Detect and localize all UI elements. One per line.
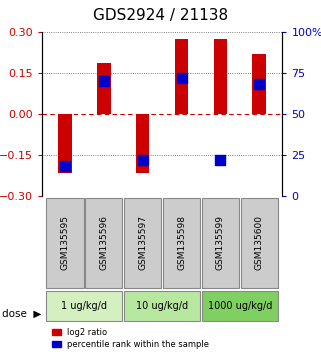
Text: 10 ug/kg/d: 10 ug/kg/d (136, 301, 188, 311)
Bar (58, 114, 72, 173)
Text: GSM135598: GSM135598 (177, 215, 186, 270)
Text: GSM135597: GSM135597 (138, 215, 147, 270)
Text: GDS2924 / 21138: GDS2924 / 21138 (93, 8, 228, 23)
Point (179, 75, 184, 81)
FancyBboxPatch shape (202, 291, 278, 321)
Bar (175, 39, 188, 114)
Text: dose  ▶: dose ▶ (2, 308, 41, 318)
Point (101, 78, 107, 84)
FancyBboxPatch shape (202, 198, 239, 288)
Text: GSM135596: GSM135596 (100, 215, 108, 270)
FancyBboxPatch shape (163, 198, 200, 288)
Text: 1000 ug/kg/d: 1000 ug/kg/d (208, 301, 272, 311)
Bar (252, 54, 266, 114)
FancyBboxPatch shape (124, 291, 200, 321)
Point (256, 81, 262, 87)
Bar (136, 114, 150, 173)
Text: GSM135600: GSM135600 (255, 215, 264, 270)
Point (218, 157, 223, 162)
FancyBboxPatch shape (85, 198, 123, 288)
FancyBboxPatch shape (124, 198, 161, 288)
Point (140, 157, 145, 162)
Legend: log2 ratio, percentile rank within the sample: log2 ratio, percentile rank within the s… (51, 326, 211, 350)
Text: 1 ug/kg/d: 1 ug/kg/d (61, 301, 108, 311)
Bar (97, 63, 111, 114)
FancyBboxPatch shape (47, 198, 84, 288)
Text: GSM135599: GSM135599 (216, 215, 225, 270)
Point (63, 164, 68, 169)
Bar (213, 39, 227, 114)
FancyBboxPatch shape (47, 291, 123, 321)
FancyBboxPatch shape (240, 198, 278, 288)
Text: GSM135595: GSM135595 (61, 215, 70, 270)
